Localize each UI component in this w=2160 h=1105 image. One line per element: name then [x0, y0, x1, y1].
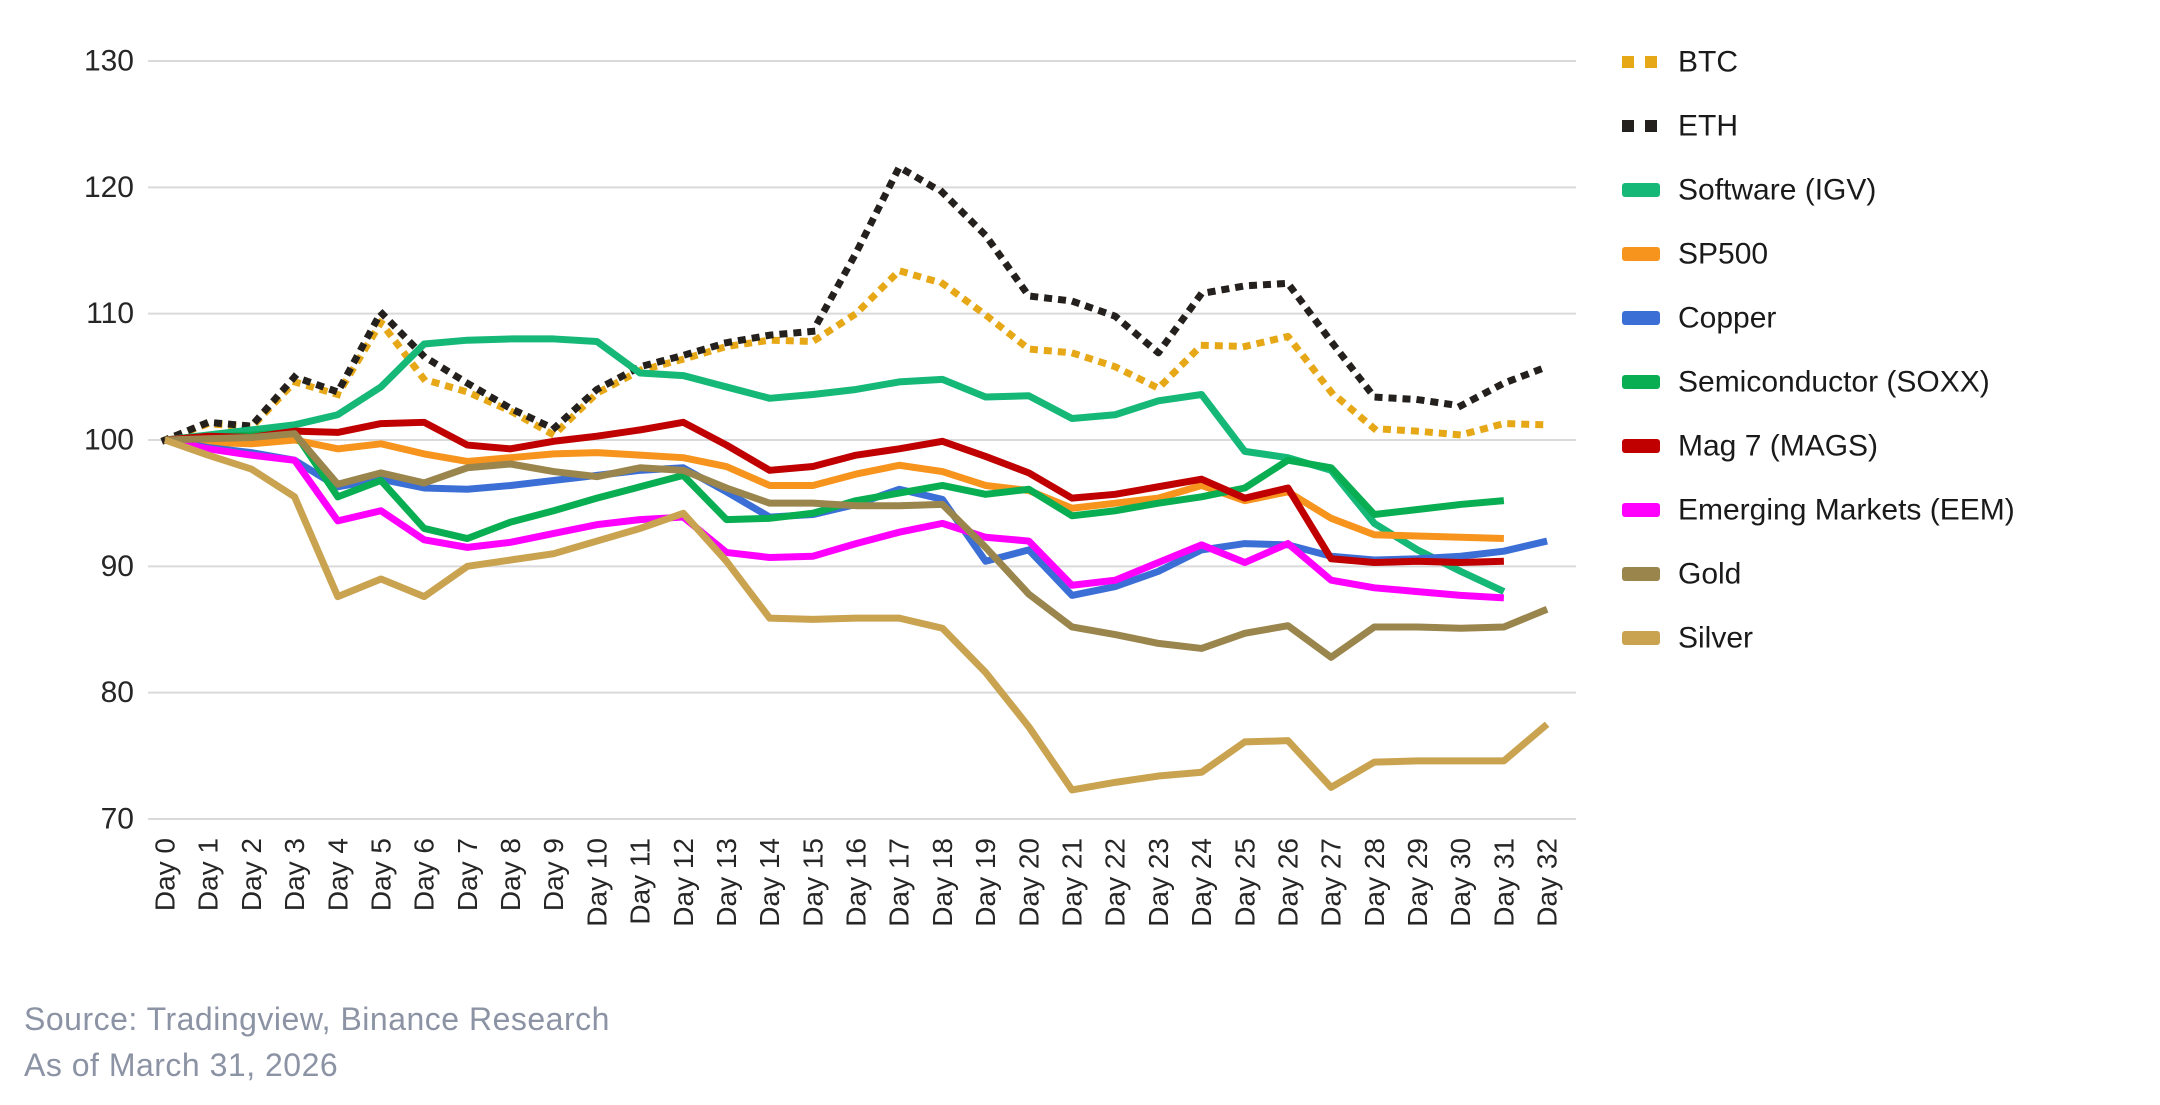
- x-axis-label: Day 21: [1056, 838, 1087, 927]
- x-axis-label: Day 6: [409, 838, 440, 911]
- legend-label-mag7: Mag 7 (MAGS): [1678, 430, 1878, 463]
- legend-marker-sp500: [1622, 247, 1660, 261]
- legend-marker-semiconductor-soxx: [1622, 375, 1660, 389]
- legend-marker-btc: [1645, 56, 1657, 68]
- x-axis-label: Day 27: [1316, 838, 1347, 927]
- legend-marker-eth: [1622, 120, 1634, 132]
- legend-item-silver: Silver: [1622, 622, 1753, 655]
- legend-marker-copper: [1622, 311, 1660, 325]
- series-line-eth: [160, 163, 1552, 445]
- legend-label-gold: Gold: [1678, 558, 1741, 591]
- x-axis-label: Day 13: [711, 838, 742, 927]
- x-axis-label: Day 29: [1402, 838, 1433, 927]
- legend-label-eth: ETH: [1678, 110, 1738, 143]
- series-line-software-igv: [164, 335, 1506, 595]
- x-axis-label: Day 25: [1229, 838, 1260, 927]
- x-axis-label: Day 4: [322, 838, 353, 911]
- legend-item-software-igv: Software (IGV): [1622, 174, 1876, 207]
- y-axis-label: 110: [86, 297, 134, 330]
- x-axis-label: Day 0: [150, 838, 181, 911]
- legend-item-eth: ETH: [1622, 110, 1738, 143]
- y-axis-label: 120: [84, 171, 134, 204]
- x-axis-label: Day 24: [1186, 838, 1217, 927]
- legend-label-silver: Silver: [1678, 622, 1753, 655]
- x-axis-label: Day 18: [927, 838, 958, 927]
- x-axis-label: Day 20: [1013, 838, 1044, 927]
- x-axis-label: Day 14: [754, 838, 785, 927]
- legend-marker-eem: [1622, 503, 1660, 517]
- source-line: Source: Tradingview, Binance Research: [24, 1001, 610, 1037]
- legend-item-btc: BTC: [1622, 46, 1738, 79]
- x-axis-label: Day 5: [365, 838, 396, 911]
- x-axis-label: Day 23: [1143, 838, 1174, 927]
- x-axis-label: Day 7: [452, 838, 483, 911]
- x-axis-label: Day 28: [1359, 838, 1390, 927]
- x-axis-label: Day 9: [538, 838, 569, 911]
- legend-item-sp500: SP500: [1622, 238, 1768, 271]
- x-axis-label: Day 12: [668, 838, 699, 927]
- source-note: Source: Tradingview, Binance Research As…: [24, 996, 610, 1088]
- x-axis-label: Day 3: [279, 838, 310, 911]
- y-axis-label: 130: [84, 45, 134, 78]
- x-axis-label: Day 15: [797, 838, 828, 927]
- y-axis-label: 70: [101, 802, 134, 835]
- legend-label-eem: Emerging Markets (EEM): [1678, 494, 2015, 527]
- series-line-silver: [163, 436, 1550, 794]
- series-line-btc: [160, 267, 1551, 445]
- series-line-eem: [164, 436, 1505, 602]
- series-line-mag7: [164, 418, 1504, 567]
- legend-marker-eth: [1645, 120, 1657, 132]
- x-axis-label: Day 22: [1100, 838, 1131, 927]
- x-axis-label: Day 8: [495, 838, 526, 911]
- as-of-line: As of March 31, 2026: [24, 1047, 339, 1083]
- x-axis-label: Day 17: [884, 838, 915, 927]
- series-line-gold: [164, 430, 1549, 661]
- x-axis-label: Day 31: [1488, 838, 1519, 927]
- x-axis-label: Day 32: [1532, 838, 1563, 927]
- y-axis-label: 80: [101, 676, 134, 709]
- legend-marker-btc: [1622, 56, 1634, 68]
- x-axis-label: Day 16: [841, 838, 872, 927]
- x-axis-label: Day 2: [236, 838, 267, 911]
- legend-marker-software-igv: [1622, 183, 1660, 197]
- series-line-copper: [164, 436, 1548, 599]
- legend-item-semiconductor-soxx: Semiconductor (SOXX): [1622, 366, 1990, 399]
- x-axis-label: Day 10: [581, 838, 612, 927]
- x-axis-label: Day 19: [970, 838, 1001, 927]
- legend-marker-gold: [1622, 567, 1660, 581]
- x-axis-label: Day 1: [193, 838, 224, 911]
- legend-item-gold: Gold: [1622, 558, 1741, 591]
- x-axis-label: Day 30: [1445, 838, 1476, 927]
- legend-label-sp500: SP500: [1678, 238, 1768, 271]
- legend-item-eem: Emerging Markets (EEM): [1622, 494, 2015, 527]
- legend-item-copper: Copper: [1622, 302, 1776, 335]
- y-axis-label: 90: [101, 550, 134, 583]
- legend-marker-silver: [1622, 631, 1660, 645]
- legend-label-btc: BTC: [1678, 46, 1738, 79]
- legend-label-software-igv: Software (IGV): [1678, 174, 1876, 207]
- legend-label-semiconductor-soxx: Semiconductor (SOXX): [1678, 366, 1990, 399]
- legend-item-mag7: Mag 7 (MAGS): [1622, 430, 1878, 463]
- x-axis-label: Day 11: [625, 838, 656, 925]
- legend-marker-mag7: [1622, 439, 1660, 453]
- legend-label-copper: Copper: [1678, 302, 1776, 335]
- y-axis-label: 100: [84, 424, 134, 457]
- x-axis-label: Day 26: [1272, 838, 1303, 927]
